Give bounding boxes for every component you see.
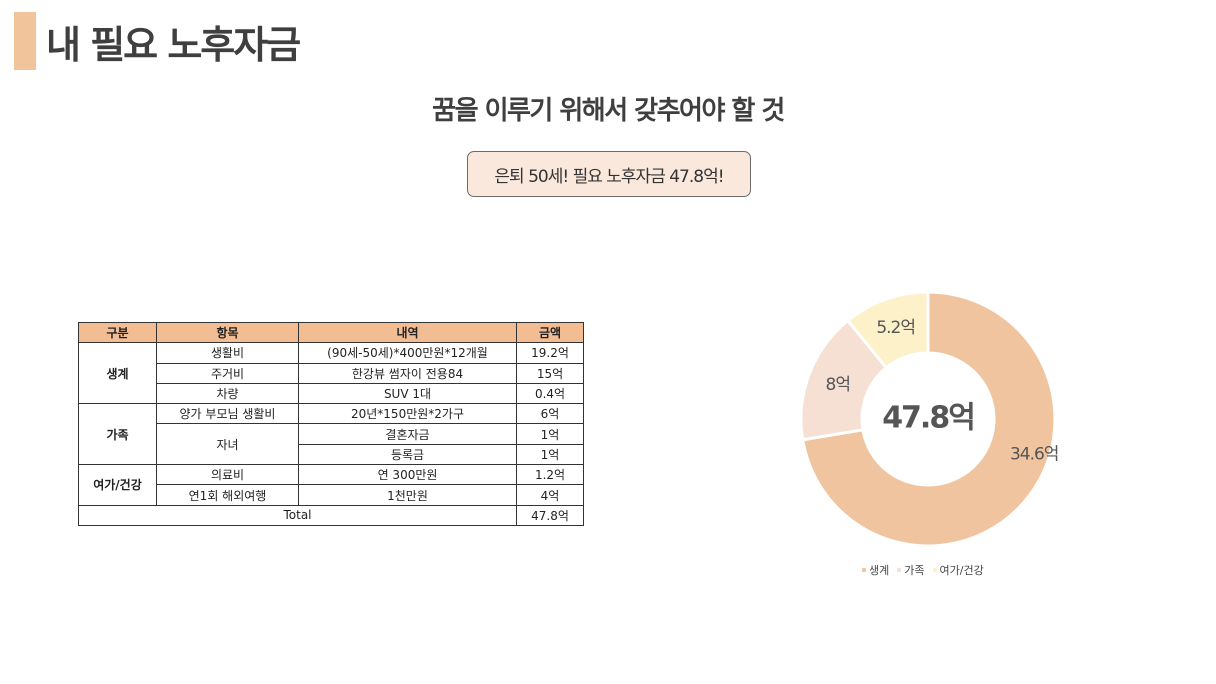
table-row: 차량 SUV 1대 0.4억 — [79, 382, 584, 405]
page-subtitle: 꿈을 이루기 위해서 갖추어야 할 것 — [432, 96, 785, 126]
legend-item-family: 가족 — [897, 562, 925, 578]
chart-legend: 생계 가족 여가/건강 — [862, 562, 984, 578]
table-row: 연1회 해외여행 1천만원 4억 — [79, 484, 584, 506]
table-row: 여가/건강 의료비 연 300만원 1.2억 — [78, 464, 584, 506]
amount-cell: 0.4억 — [516, 382, 584, 405]
amount-cell: 15억 — [516, 362, 584, 384]
donut-chart: 34.6억 8억 5.2억 47.8억 — [799, 290, 1059, 548]
detail-cell: 등록금 — [298, 443, 517, 466]
legend-swatch — [862, 568, 866, 572]
table-header-row: 구분 항목 내역 금액 — [78, 321, 584, 344]
legend-label: 가족 — [904, 564, 925, 577]
legend-label: 생계 — [869, 564, 890, 577]
amount-cell: 19.2억 — [516, 342, 584, 364]
legend-item-leisure: 여가/건강 — [932, 562, 984, 578]
legend-label: 여가/건강 — [939, 564, 984, 577]
detail-cell: 20년*150만원*2가구 — [298, 403, 517, 425]
detail-cell: 결혼자금 — [298, 423, 517, 445]
table-row: 등록금 1억 — [79, 443, 584, 466]
header-detail: 내역 — [298, 321, 517, 344]
callout-box: 은퇴 50세! 필요 노후자금 47.8억! — [467, 151, 751, 197]
amount-cell: 6억 — [516, 403, 584, 425]
header-category: 구분 — [78, 321, 157, 344]
item-cell: 생활비 — [156, 342, 299, 364]
legend-item-living: 생계 — [862, 562, 889, 578]
item-cell: 의료비 — [156, 464, 299, 486]
data-label-family: 8억 — [826, 375, 850, 395]
category-cell: 여가/건강 — [78, 464, 157, 506]
amount-cell: 4억 — [516, 484, 584, 506]
item-cell: 양가 부모님 생활비 — [156, 403, 299, 425]
table-row: 가족 양가 부모님 생활비 20년*150만원*2가구 6억 — [78, 403, 584, 466]
category-cell: 생계 — [78, 342, 157, 405]
donut-slice-leisure — [845, 290, 930, 370]
donut-slice-living — [800, 290, 1057, 548]
title-accent-bar — [14, 12, 36, 70]
category-cell: 가족 — [78, 403, 157, 466]
amount-cell: 1억 — [516, 423, 584, 445]
detail-cell: 한강뷰 썸자이 전용84 — [298, 362, 517, 384]
page-title: 내 필요 노후자금 — [46, 23, 301, 67]
item-cell: 주거비 — [156, 362, 299, 384]
detail-cell: SUV 1대 — [298, 382, 517, 405]
amount-cell: 1억 — [516, 443, 584, 466]
legend-swatch — [932, 568, 937, 572]
detail-cell: (90세-50세)*400만원*12개월 — [298, 342, 517, 364]
retirement-fund-table: 구분 항목 내역 금액 생계 생활비 (90세-50세)*400만원*12개월 … — [78, 321, 584, 526]
amount-cell: 1.2억 — [516, 464, 584, 486]
detail-cell: 1천만원 — [298, 484, 517, 506]
item-cell: 연1회 해외여행 — [156, 484, 299, 506]
center-total-label: 47.8억 — [882, 401, 974, 436]
callout-text: 은퇴 50세! 필요 노후자금 47.8억! — [494, 166, 724, 187]
item-cell: 차량 — [156, 382, 299, 405]
data-label-leisure: 5.2억 — [876, 318, 915, 338]
table-total-row: Total 47.8억 — [78, 504, 584, 526]
data-label-living: 34.6억 — [1010, 445, 1058, 465]
detail-cell: 연 300만원 — [298, 464, 517, 486]
total-label: Total — [78, 504, 517, 526]
legend-swatch — [897, 568, 902, 572]
table-row: 생계 생활비 (90세-50세)*400만원*12개월 19.2억 — [78, 342, 584, 405]
total-amount: 47.8억 — [516, 504, 584, 526]
header-amount: 금액 — [516, 321, 584, 344]
item-cell: 자녀 — [156, 423, 299, 466]
header-item: 항목 — [156, 321, 299, 344]
